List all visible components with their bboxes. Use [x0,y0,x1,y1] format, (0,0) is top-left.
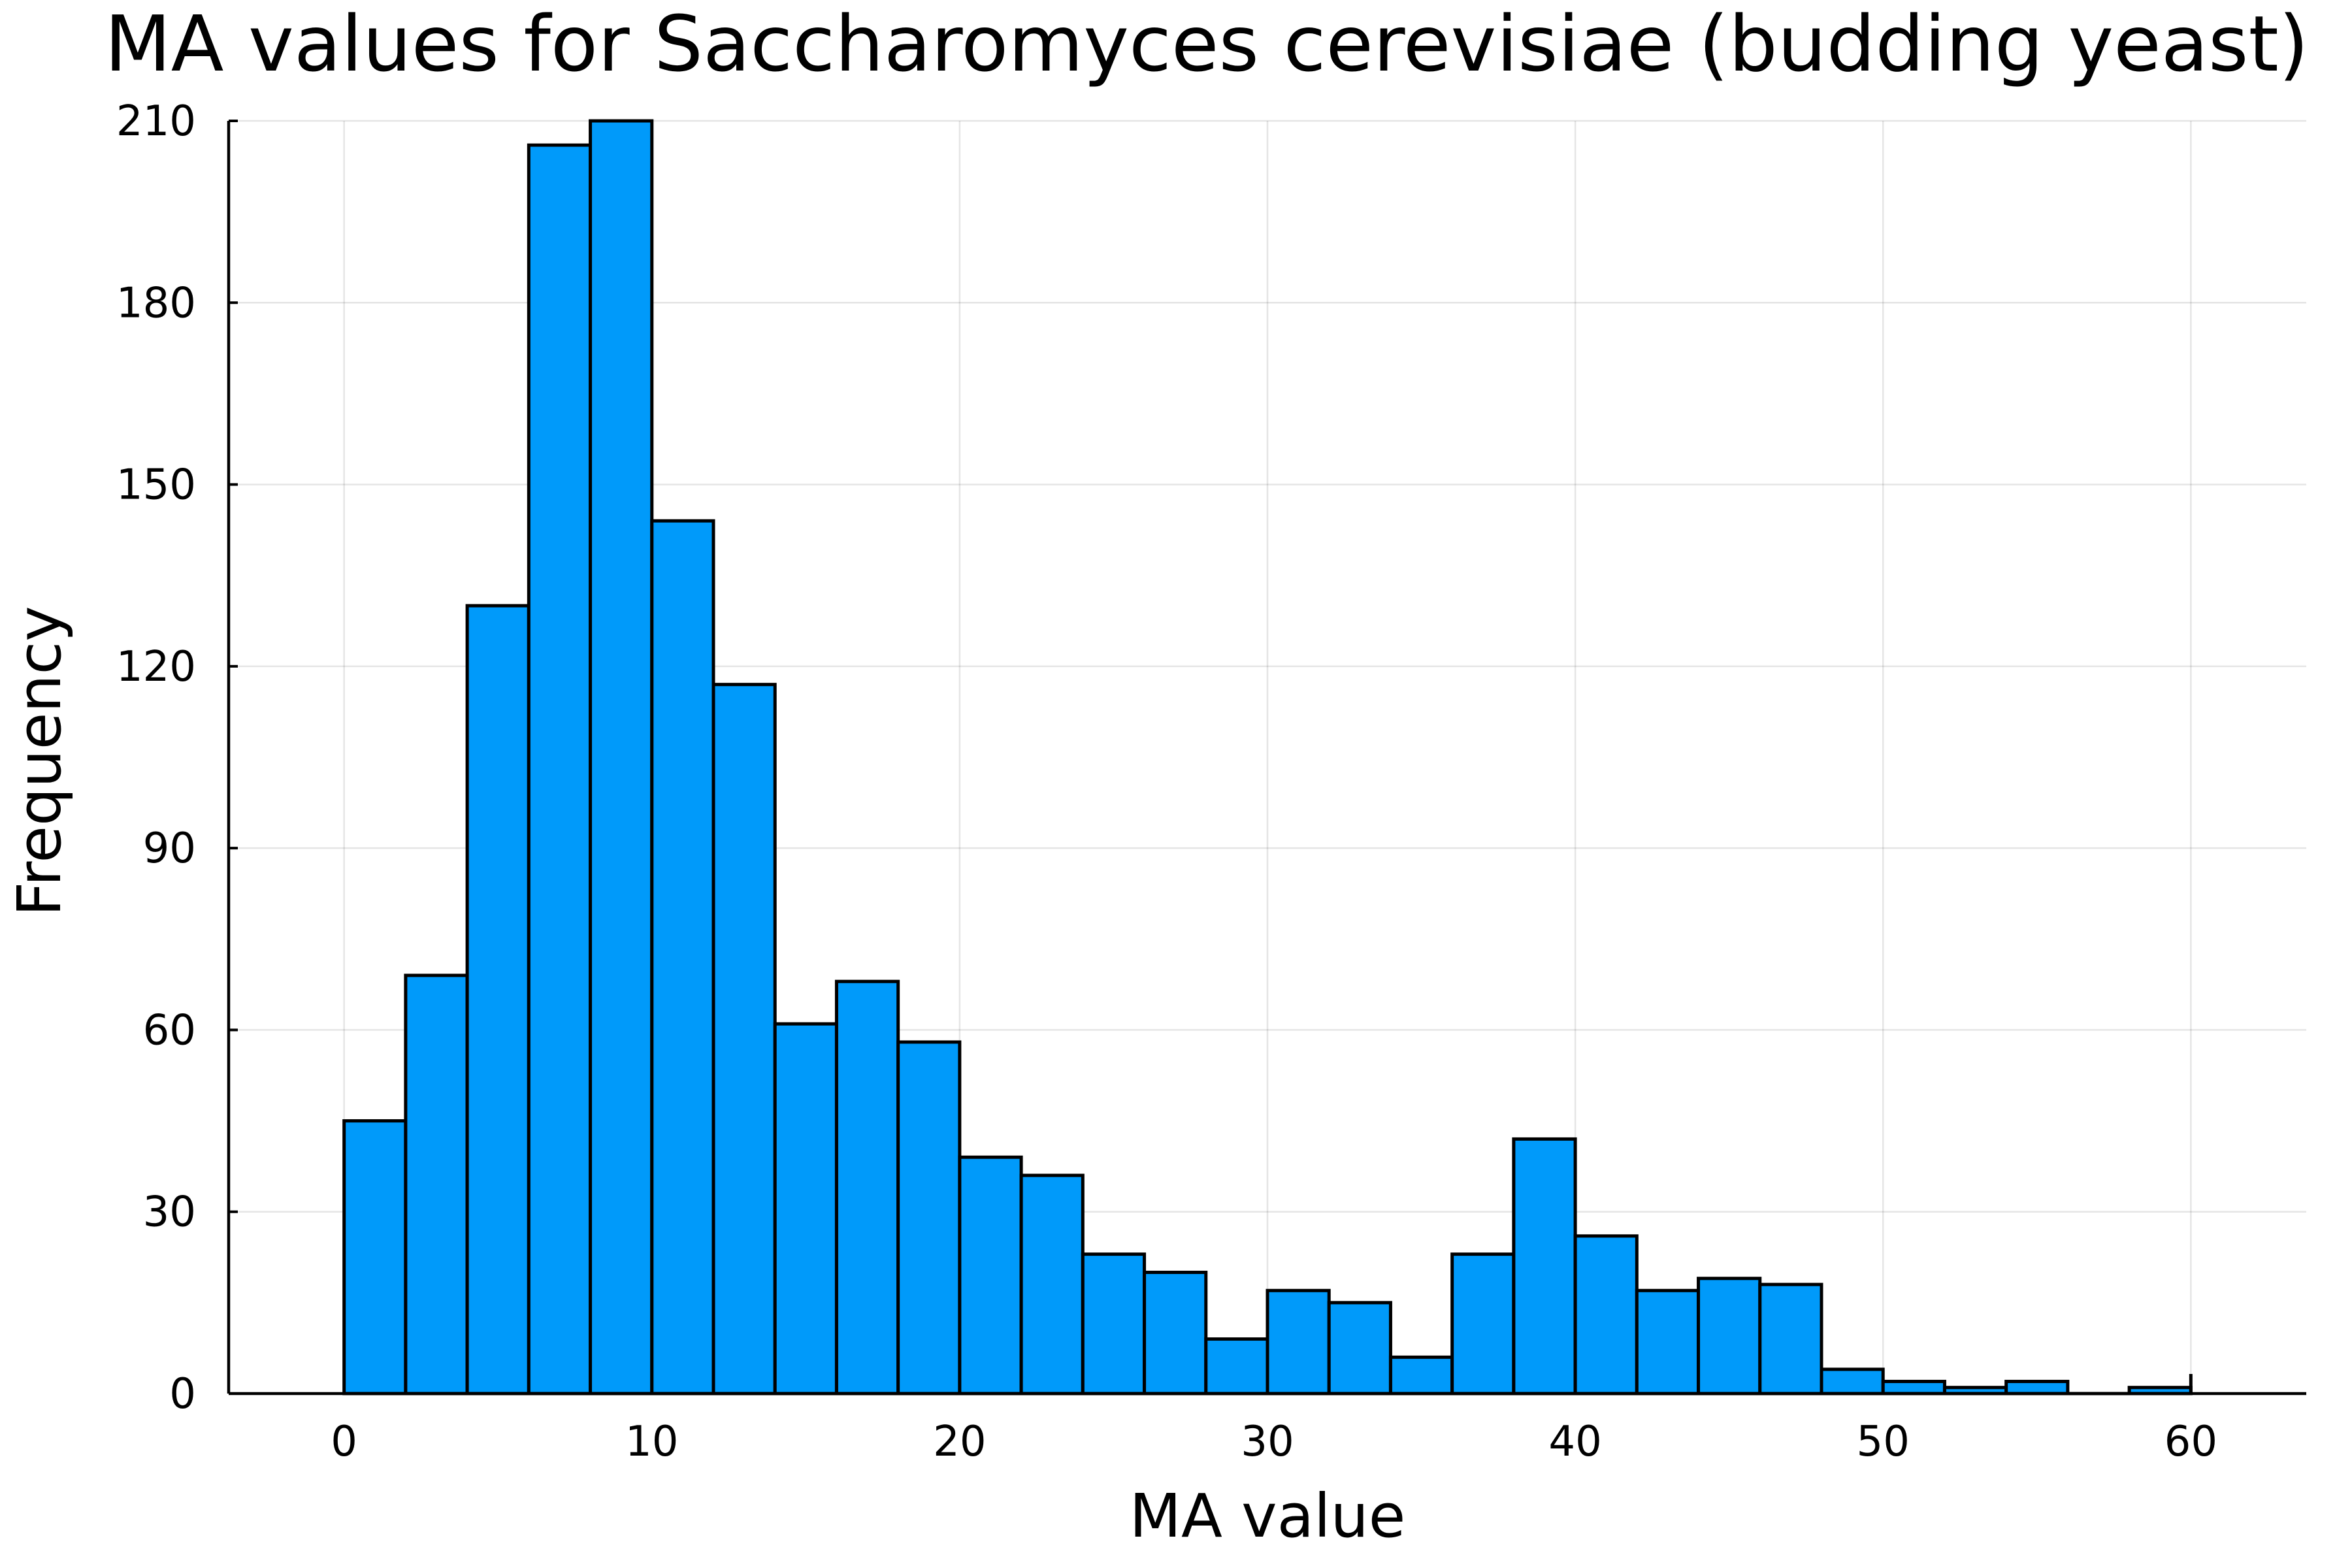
histogram-bar [1019,1173,1085,1396]
histogram-bar [1881,1379,1946,1396]
histogram-bar [1820,1367,1885,1396]
x-tick-label: 0 [331,1418,357,1466]
histogram-bar [1388,1355,1454,1396]
histogram-bar [527,143,593,1396]
y-tick-label: 150 [116,461,196,510]
histogram-bar [1204,1337,1269,1396]
histogram-bar [1143,1270,1208,1396]
histogram-bar [1081,1252,1147,1396]
y-tick-label: 210 [116,97,196,146]
y-tick-label: 60 [143,1006,196,1054]
histogram-bar [2004,1379,2070,1396]
histogram-bar [1327,1301,1392,1396]
histogram-bar [465,604,531,1396]
y-tick-label: 30 [143,1188,196,1237]
y-tick-label: 90 [143,825,196,873]
histogram-bar [773,1022,838,1396]
axes [227,120,2306,1396]
x-axis-label: MA value [1130,1481,1406,1551]
x-tick-label: 30 [1241,1418,1294,1466]
tick-labels: 0 10 20 30 40 50 60 0 30 60 90 120 150 180 210 [116,97,2217,1466]
histogram-bar [1266,1288,1331,1396]
histogram-bars [342,119,2193,1396]
y-tick-label: 180 [116,279,196,327]
x-tick-label: 60 [2164,1418,2217,1466]
y-tick-label: 120 [116,643,196,691]
histogram-bar [650,519,715,1396]
histogram-bar [1697,1277,1762,1396]
histogram-bar [896,1040,962,1396]
histogram-bar [711,683,777,1396]
histogram-bar [1512,1137,1577,1396]
histogram-bar [404,973,469,1396]
histogram-bar [342,1119,408,1396]
histogram-bar [589,119,654,1396]
histogram-bar [958,1155,1023,1396]
y-axis-label: Frequency [5,606,74,916]
x-tick-label: 10 [625,1418,678,1466]
histogram-bar [1573,1234,1639,1396]
x-tick-label: 40 [1548,1418,1601,1466]
chart-title: MA values for Saccharomyces cerevisiae (… [105,0,2309,89]
x-tick-label: 20 [933,1418,986,1466]
histogram-bar [1450,1252,1516,1396]
x-tick-label: 50 [1857,1418,1910,1466]
histogram-bar [1635,1288,1701,1396]
histogram-bar [834,979,900,1396]
histogram-bar [1758,1282,1823,1396]
y-tick-label: 0 [169,1370,196,1418]
